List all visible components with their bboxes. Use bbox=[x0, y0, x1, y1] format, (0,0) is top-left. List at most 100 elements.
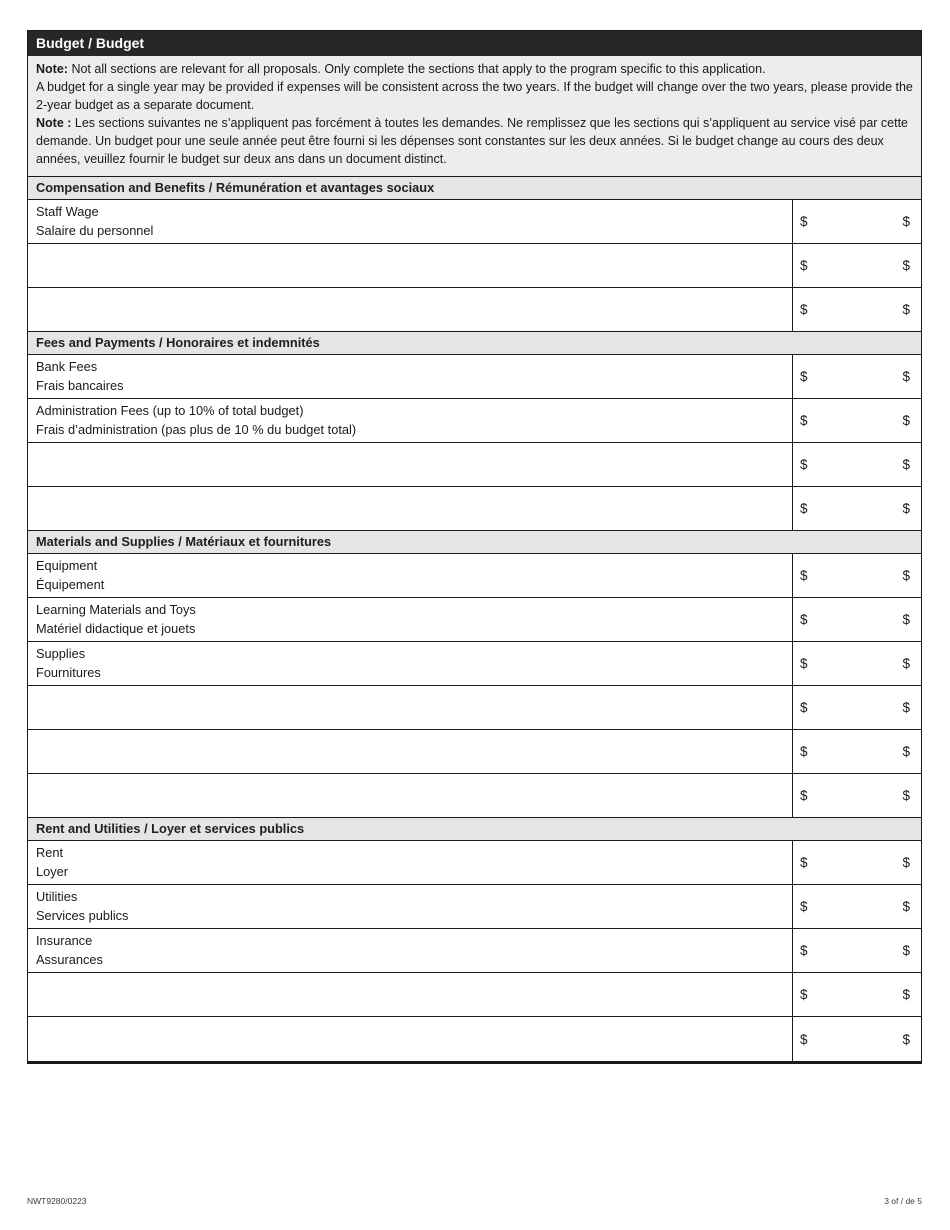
dollar-sign-left: $ bbox=[800, 568, 808, 583]
dollar-sign-left: $ bbox=[800, 788, 808, 803]
dollar-sign-right: $ bbox=[902, 987, 910, 1002]
amount-input-cell[interactable]: $ $ bbox=[792, 487, 921, 530]
budget-form: Budget / Budget Note: Not all sections a… bbox=[27, 30, 922, 1064]
section-rows: Bank Fees Frais bancaires $ $ Administra… bbox=[28, 355, 921, 531]
dollar-sign-right: $ bbox=[902, 700, 910, 715]
budget-item-label-fr: Salaire du personnel bbox=[36, 222, 154, 238]
dollar-sign-right: $ bbox=[902, 457, 910, 472]
budget-item-label-cell: Administration Fees (up to 10% of total … bbox=[28, 399, 792, 442]
amount-input-cell[interactable]: $ $ bbox=[792, 929, 921, 972]
note-paragraph-en: Note: Not all sections are relevant for … bbox=[36, 60, 913, 78]
form-title: Budget / Budget bbox=[36, 35, 145, 51]
amount-input-cell[interactable]: $ $ bbox=[792, 399, 921, 442]
amount-input-cell[interactable]: $ $ bbox=[792, 973, 921, 1016]
dollar-sign-right: $ bbox=[902, 214, 910, 229]
dollar-sign-left: $ bbox=[800, 258, 808, 273]
section-rows: Equipment Équipement $ $ Learning Materi… bbox=[28, 554, 921, 818]
budget-item-label-cell[interactable] bbox=[28, 973, 792, 1016]
dollar-sign-right: $ bbox=[902, 369, 910, 384]
budget-section: Compensation and Benefits / Rémunération… bbox=[28, 177, 921, 332]
amount-input-cell[interactable]: $ $ bbox=[792, 1017, 921, 1061]
note-paragraph-en-2: A budget for a single year may be provid… bbox=[36, 80, 913, 112]
dollar-sign-right: $ bbox=[902, 258, 910, 273]
budget-item-label-en: Administration Fees (up to 10% of total … bbox=[36, 403, 304, 418]
note-text-en: Not all sections are relevant for all pr… bbox=[71, 62, 766, 76]
budget-item-label-cell[interactable] bbox=[28, 244, 792, 287]
budget-item-label-cell[interactable] bbox=[28, 774, 792, 817]
amount-input-cell[interactable]: $ $ bbox=[792, 244, 921, 287]
budget-item-label-en: Staff Wage bbox=[36, 204, 99, 219]
amount-input-cell[interactable]: $ $ bbox=[792, 774, 921, 817]
budget-row: Learning Materials and Toys Matériel did… bbox=[28, 598, 921, 642]
budget-item-label-fr: Fournitures bbox=[36, 664, 101, 680]
budget-item-label-cell[interactable] bbox=[28, 288, 792, 331]
budget-row: Supplies Fournitures $ $ bbox=[28, 642, 921, 686]
note-text-fr: Les sections suivantes ne s’appliquent p… bbox=[36, 116, 909, 166]
section-header: Rent and Utilities / Loyer et services p… bbox=[28, 818, 921, 841]
budget-item-label-fr: Frais d’administration (pas plus de 10 %… bbox=[36, 421, 357, 437]
dollar-sign-right: $ bbox=[902, 501, 910, 516]
dollar-sign-left: $ bbox=[800, 612, 808, 627]
budget-item-label-cell: Supplies Fournitures bbox=[28, 642, 792, 685]
amount-input-cell[interactable]: $ $ bbox=[792, 730, 921, 773]
amount-input-cell[interactable]: $ $ bbox=[792, 598, 921, 641]
dollar-sign-right: $ bbox=[902, 744, 910, 759]
budget-item-label-fr: Services publics bbox=[36, 907, 129, 923]
amount-input-cell[interactable]: $ $ bbox=[792, 686, 921, 729]
amount-input-cell[interactable]: $ $ bbox=[792, 841, 921, 884]
amount-input-cell[interactable]: $ $ bbox=[792, 443, 921, 486]
dollar-sign-left: $ bbox=[800, 1031, 808, 1047]
budget-item-label-cell: Learning Materials and Toys Matériel did… bbox=[28, 598, 792, 641]
amount-input-cell[interactable]: $ $ bbox=[792, 554, 921, 597]
dollar-sign-right: $ bbox=[902, 788, 910, 803]
dollar-sign-right: $ bbox=[902, 656, 910, 671]
budget-item-label-cell: Rent Loyer bbox=[28, 841, 792, 884]
section-rows: Staff Wage Salaire du personnel $ $ $ $ … bbox=[28, 200, 921, 332]
budget-row: $ $ bbox=[28, 973, 921, 1017]
note-paragraph-fr: Note : Les sections suivantes ne s’appli… bbox=[36, 114, 913, 168]
budget-row: Insurance Assurances $ $ bbox=[28, 929, 921, 973]
amount-input-cell[interactable]: $ $ bbox=[792, 355, 921, 398]
budget-item-label-en: Rent bbox=[36, 845, 64, 860]
amount-input-cell[interactable]: $ $ bbox=[792, 200, 921, 243]
budget-row: $ $ bbox=[28, 686, 921, 730]
budget-item-label-en: Equipment bbox=[36, 558, 98, 573]
dollar-sign-left: $ bbox=[800, 744, 808, 759]
amount-input-cell[interactable]: $ $ bbox=[792, 885, 921, 928]
budget-row: Administration Fees (up to 10% of total … bbox=[28, 399, 921, 443]
dollar-sign-right: $ bbox=[902, 855, 910, 870]
budget-row: Equipment Équipement $ $ bbox=[28, 554, 921, 598]
budget-item-label-cell[interactable] bbox=[28, 443, 792, 486]
dollar-sign-left: $ bbox=[800, 987, 808, 1002]
budget-section: Fees and Payments / Honoraires et indemn… bbox=[28, 332, 921, 531]
budget-section: Rent and Utilities / Loyer et services p… bbox=[28, 818, 921, 1061]
budget-item-label-cell: Staff Wage Salaire du personnel bbox=[28, 200, 792, 243]
section-header: Fees and Payments / Honoraires et indemn… bbox=[28, 332, 921, 355]
budget-item-label-cell[interactable] bbox=[28, 730, 792, 773]
dollar-sign-left: $ bbox=[800, 369, 808, 384]
dollar-sign-left: $ bbox=[800, 302, 808, 317]
form-number: NWT9280/0223 bbox=[27, 1196, 87, 1206]
budget-row: $ $ bbox=[28, 774, 921, 818]
budget-item-label-cell[interactable] bbox=[28, 487, 792, 530]
budget-item-label-cell: Equipment Équipement bbox=[28, 554, 792, 597]
budget-row: Bank Fees Frais bancaires $ $ bbox=[28, 355, 921, 399]
budget-item-label-fr: Assurances bbox=[36, 951, 103, 967]
budget-row: $ $ bbox=[28, 730, 921, 774]
section-header: Compensation and Benefits / Rémunération… bbox=[28, 177, 921, 200]
dollar-sign-left: $ bbox=[800, 656, 808, 671]
dollar-sign-right: $ bbox=[902, 568, 910, 583]
dollar-sign-right: $ bbox=[902, 302, 910, 317]
budget-item-label-cell: Bank Fees Frais bancaires bbox=[28, 355, 792, 398]
budget-item-label-cell[interactable] bbox=[28, 1017, 792, 1061]
budget-item-label-cell[interactable] bbox=[28, 686, 792, 729]
budget-item-label-fr: Loyer bbox=[36, 863, 69, 879]
budget-item-label-cell: Insurance Assurances bbox=[28, 929, 792, 972]
budget-sections: Compensation and Benefits / Rémunération… bbox=[28, 177, 921, 1061]
amount-input-cell[interactable]: $ $ bbox=[792, 288, 921, 331]
amount-input-cell[interactable]: $ $ bbox=[792, 642, 921, 685]
budget-row: $ $ bbox=[28, 443, 921, 487]
budget-row: $ $ bbox=[28, 288, 921, 332]
dollar-sign-right: $ bbox=[902, 943, 910, 958]
